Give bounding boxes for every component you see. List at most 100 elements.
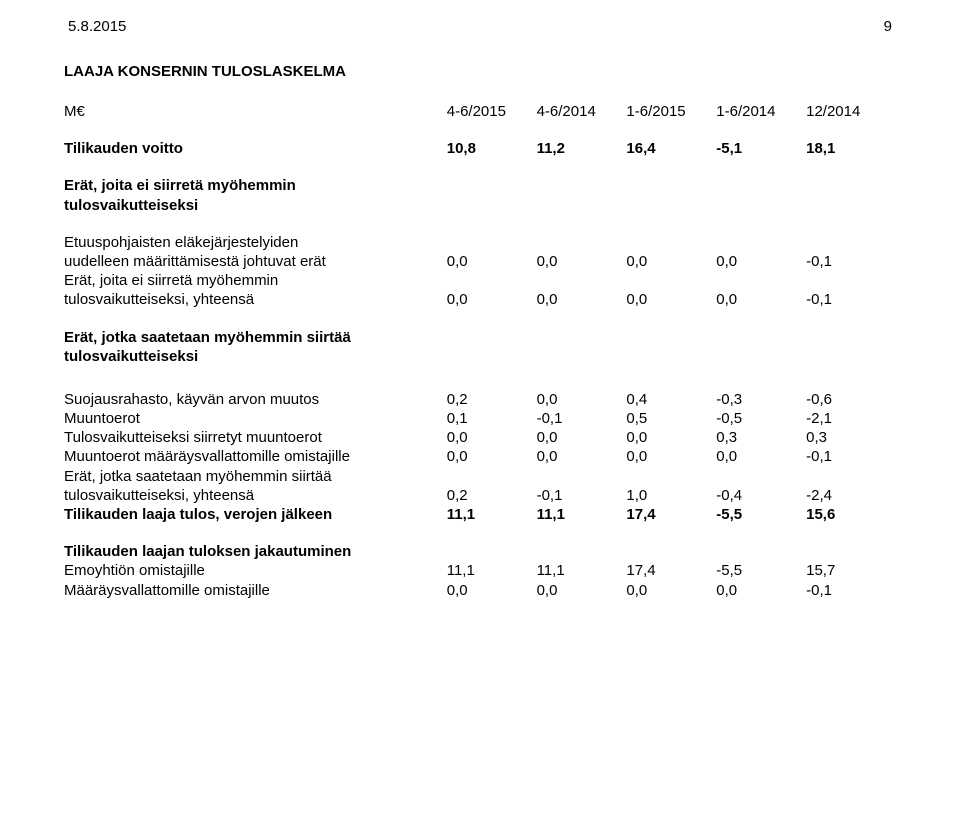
cell: 0,2	[447, 486, 537, 505]
cell: -2,1	[806, 409, 896, 428]
cell: 11,1	[537, 505, 627, 524]
cell: -0,1	[806, 290, 896, 309]
cell: 1,0	[626, 486, 716, 505]
table-row: Tulosvaikutteiseksi siirretyt muuntoerot…	[64, 428, 896, 447]
row-label: Erät, jotka saatetaan myöhemmin siirtää	[64, 467, 896, 486]
cell: 0,0	[716, 252, 806, 271]
cell: 0,0	[447, 428, 537, 447]
table-row: Etuuspohjaisten eläkejärjestelyiden	[64, 233, 896, 252]
header-page: 9	[884, 18, 892, 35]
cell: 0,0	[537, 447, 627, 466]
heading-text: Tilikauden laajan tuloksen jakautuminen	[64, 542, 896, 561]
cell: -0,1	[806, 581, 896, 600]
cell: 15,6	[806, 505, 896, 524]
cell: 0,0	[537, 252, 627, 271]
section-heading: Tilikauden laajan tuloksen jakautuminen	[64, 542, 896, 561]
cell: 0,0	[447, 581, 537, 600]
col-header: 4-6/2014	[537, 102, 627, 121]
row-label: Määräysvallattomille omistajille	[64, 581, 447, 600]
cell: 0,0	[626, 581, 716, 600]
cell: 0,0	[537, 581, 627, 600]
section-heading: tulosvaikutteiseksi	[64, 347, 896, 366]
table-row: Erät, jotka saatetaan myöhemmin siirtää	[64, 467, 896, 486]
cell: -0,3	[716, 390, 806, 409]
cell: 0,3	[716, 428, 806, 447]
row-label: tulosvaikutteiseksi, yhteensä	[64, 290, 447, 309]
table-row: Määräysvallattomille omistajille 0,0 0,0…	[64, 581, 896, 600]
report-title: LAAJA KONSERNIN TULOSLASKELMA	[64, 63, 896, 80]
cell: -0,6	[806, 390, 896, 409]
cell: -0,1	[806, 252, 896, 271]
cell: 11,1	[447, 505, 537, 524]
cell: -5,5	[716, 505, 806, 524]
cell: -0,1	[806, 447, 896, 466]
section-heading: Erät, jotka saatetaan myöhemmin siirtää	[64, 328, 896, 347]
table-row: uudelleen määrittämisestä johtuvat erät …	[64, 252, 896, 271]
row-label: Etuuspohjaisten eläkejärjestelyiden	[64, 233, 896, 252]
cell: 0,0	[447, 290, 537, 309]
cell: -0,1	[537, 486, 627, 505]
cell: 11,2	[537, 139, 627, 158]
row-label: Muuntoerot määräysvallattomille omistaji…	[64, 447, 447, 466]
cell: 16,4	[626, 139, 716, 158]
cell: 0,2	[447, 390, 537, 409]
cell: 10,8	[447, 139, 537, 158]
col-header: 1-6/2015	[626, 102, 716, 121]
cell: 11,1	[447, 561, 537, 580]
table-row: Tilikauden laaja tulos, verojen jälkeen …	[64, 505, 896, 524]
cell: 0,5	[626, 409, 716, 428]
cell: 0,0	[626, 447, 716, 466]
cell: 0,0	[716, 290, 806, 309]
cell: 0,0	[716, 581, 806, 600]
cell: -0,5	[716, 409, 806, 428]
income-statement-table: M€ 4-6/2015 4-6/2014 1-6/2015 1-6/2014 1…	[64, 102, 896, 600]
cell: 0,4	[626, 390, 716, 409]
cell: 0,3	[806, 428, 896, 447]
table-row: Muuntoerot määräysvallattomille omistaji…	[64, 447, 896, 466]
row-label: Emoyhtiön omistajille	[64, 561, 447, 580]
table-row: Suojausrahasto, käyvän arvon muutos 0,2 …	[64, 390, 896, 409]
row-label: Tilikauden voitto	[64, 139, 447, 158]
row-label: uudelleen määrittämisestä johtuvat erät	[64, 252, 447, 271]
col-header: 1-6/2014	[716, 102, 806, 121]
column-header-row: M€ 4-6/2015 4-6/2014 1-6/2015 1-6/2014 1…	[64, 102, 896, 121]
row-label: Suojausrahasto, käyvän arvon muutos	[64, 390, 447, 409]
heading-text: Erät, jotka saatetaan myöhemmin siirtää	[64, 328, 896, 347]
cell: -0,1	[537, 409, 627, 428]
unit-label: M€	[64, 102, 447, 121]
page-header: 5.8.2015 9	[64, 18, 896, 35]
section-heading: tulosvaikutteiseksi	[64, 196, 896, 215]
cell: 0,0	[447, 252, 537, 271]
cell: 15,7	[806, 561, 896, 580]
cell: 0,0	[537, 428, 627, 447]
cell: 0,0	[626, 252, 716, 271]
cell: 0,0	[447, 447, 537, 466]
cell: -0,4	[716, 486, 806, 505]
section-heading: Erät, joita ei siirretä myöhemmin	[64, 176, 896, 195]
cell: 0,0	[537, 390, 627, 409]
cell: 0,0	[626, 428, 716, 447]
table-row: tulosvaikutteiseksi, yhteensä 0,0 0,0 0,…	[64, 290, 896, 309]
row-label: Tulosvaikutteiseksi siirretyt muuntoerot	[64, 428, 447, 447]
cell: 11,1	[537, 561, 627, 580]
row-label: Erät, joita ei siirretä myöhemmin	[64, 271, 896, 290]
cell: 0,0	[626, 290, 716, 309]
row-label: Muuntoerot	[64, 409, 447, 428]
cell: 18,1	[806, 139, 896, 158]
cell: 17,4	[626, 505, 716, 524]
cell: 0,0	[537, 290, 627, 309]
table-row: tulosvaikutteiseksi, yhteensä 0,2 -0,1 1…	[64, 486, 896, 505]
heading-text: tulosvaikutteiseksi	[64, 196, 896, 215]
row-label: Tilikauden laaja tulos, verojen jälkeen	[64, 505, 447, 524]
col-header: 4-6/2015	[447, 102, 537, 121]
heading-text: tulosvaikutteiseksi	[64, 347, 896, 366]
cell: 17,4	[626, 561, 716, 580]
cell: -5,1	[716, 139, 806, 158]
table-row: Tilikauden voitto 10,8 11,2 16,4 -5,1 18…	[64, 139, 896, 158]
table-row: Erät, joita ei siirretä myöhemmin	[64, 271, 896, 290]
header-date: 5.8.2015	[68, 18, 126, 35]
heading-text: Erät, joita ei siirretä myöhemmin	[64, 176, 896, 195]
cell: 0,1	[447, 409, 537, 428]
cell: -2,4	[806, 486, 896, 505]
cell: 0,0	[716, 447, 806, 466]
